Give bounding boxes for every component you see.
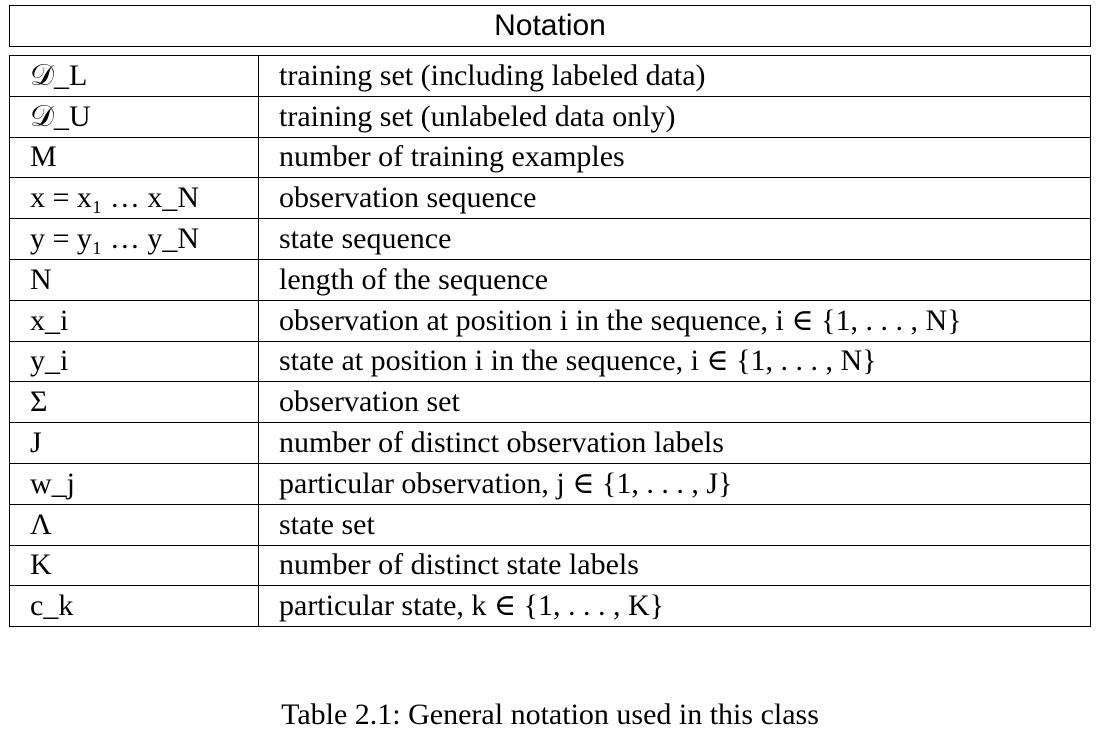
symbol-cell: c_k (9, 585, 259, 628)
symbol-cell: K (9, 544, 259, 587)
table-header-title: Notation (494, 9, 606, 42)
description-cell: particular observation, j ∈ {1, . . . , … (258, 462, 1091, 505)
description-cell: training set (unlabeled data only) (258, 95, 1091, 138)
table-row: Λ state set (9, 503, 1091, 546)
description-cell: state at position i in the sequence, i ∈… (258, 340, 1091, 383)
description-cell: number of distinct observation labels (258, 422, 1091, 464)
symbol-cell: x_i (9, 299, 259, 342)
description-cell: observation sequence (258, 177, 1091, 220)
description-cell: particular state, k ∈ {1, . . . , K} (258, 585, 1091, 628)
description-cell: observation at position i in the sequenc… (258, 299, 1091, 342)
symbol-cell: y = y₁ … y_N (9, 218, 259, 260)
symbol-cell: x = x₁ … x_N (9, 177, 259, 220)
table-caption: Table 2.1: General notation used in this… (281, 698, 819, 731)
notation-table: 𝒟_L training set (including labeled data… (9, 55, 1091, 628)
description-cell: length of the sequence (258, 258, 1091, 301)
table-row: M number of training examples (9, 136, 1091, 179)
symbol-cell: y_i (9, 340, 259, 383)
table-row: x = x₁ … x_N observation sequence (9, 177, 1091, 220)
description-cell: state sequence (258, 218, 1091, 260)
table-row: c_k particular state, k ∈ {1, . . . , K} (9, 585, 1091, 628)
symbol-cell: N (9, 258, 259, 301)
description-cell: observation set (258, 381, 1091, 424)
table-row: Σ observation set (9, 381, 1091, 424)
table-row: y_i state at position i in the sequence,… (9, 340, 1091, 383)
table-row: x_i observation at position i in the seq… (9, 299, 1091, 342)
description-cell: number of training examples (258, 136, 1091, 179)
symbol-cell: J (9, 422, 259, 464)
description-cell: number of distinct state labels (258, 544, 1091, 587)
table-header: Notation (9, 5, 1091, 47)
symbol-cell: Σ (9, 381, 259, 424)
description-cell: state set (258, 503, 1091, 546)
symbol-cell: w_j (9, 462, 259, 505)
table-row: 𝒟_U training set (unlabeled data only) (9, 95, 1091, 138)
description-cell: training set (including labeled data) (258, 55, 1091, 97)
table-row: y = y₁ … y_N state sequence (9, 218, 1091, 260)
symbol-cell: Λ (9, 503, 259, 546)
table-row: K number of distinct state labels (9, 544, 1091, 587)
symbol-cell: 𝒟_L (9, 55, 259, 97)
table-row: 𝒟_L training set (including labeled data… (9, 55, 1091, 97)
table-row: w_j particular observation, j ∈ {1, . . … (9, 462, 1091, 505)
symbol-cell: M (9, 136, 259, 179)
table-row: N length of the sequence (9, 258, 1091, 301)
symbol-cell: 𝒟_U (9, 95, 259, 138)
table-row: J number of distinct observation labels (9, 422, 1091, 464)
